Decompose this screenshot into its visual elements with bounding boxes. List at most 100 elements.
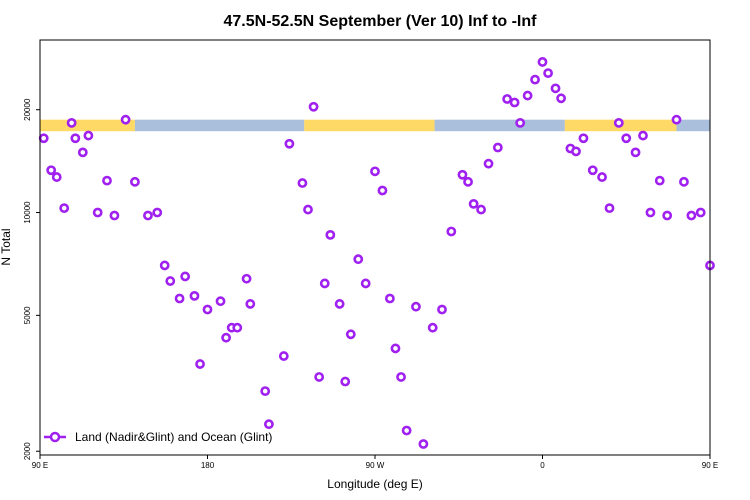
data-point [159, 260, 170, 271]
data-point [143, 210, 153, 221]
data-point [264, 419, 274, 430]
data-point [571, 146, 581, 157]
data-point [260, 386, 271, 397]
data-point [377, 185, 388, 196]
data-point [509, 97, 520, 108]
data-point [360, 278, 371, 289]
data-point [325, 229, 336, 240]
data-point [597, 172, 607, 182]
data-point [130, 176, 140, 187]
data-point [390, 343, 401, 354]
band-segment-ocean [134, 119, 305, 132]
data-point [556, 93, 567, 104]
data-point [189, 291, 200, 301]
data-point [165, 276, 176, 286]
data-point [83, 130, 94, 141]
data-point [468, 198, 479, 209]
data-point [679, 176, 689, 187]
data-point [515, 117, 526, 128]
data-point [221, 332, 232, 343]
data-point [241, 273, 252, 284]
band-segment-ocean [434, 119, 565, 132]
data-point [613, 117, 624, 128]
x-axis-label: Longitude (deg E) [327, 477, 422, 491]
legend-marker [49, 431, 61, 443]
y-tick-label: 5000 [23, 306, 32, 324]
y-tick-label: 2000 [23, 442, 32, 460]
y-tick-label: 10000 [23, 201, 32, 224]
data-point [662, 210, 673, 221]
data-point [401, 425, 412, 436]
y-axis: 2000 5000 10000 20000 [23, 98, 40, 460]
data-point [92, 207, 103, 218]
data-point [695, 207, 706, 218]
data-point [384, 293, 395, 304]
data-point [345, 329, 356, 340]
data-point [334, 299, 345, 309]
data-point [457, 169, 468, 180]
band-segment-ocean [676, 119, 710, 132]
data-series [38, 57, 715, 449]
data-point [502, 94, 513, 104]
x-tick-label: 90 E [32, 461, 48, 470]
data-point [446, 226, 457, 237]
data-point [120, 114, 131, 125]
surface-band [40, 119, 710, 132]
data-point [102, 175, 112, 186]
data-point [587, 165, 598, 176]
data-point [411, 301, 421, 312]
data-point [578, 133, 589, 144]
x-tick-label: 0 [540, 461, 545, 470]
data-point [314, 372, 325, 382]
plot-frame [39, 39, 711, 456]
data-point [308, 101, 319, 112]
data-point [195, 359, 205, 369]
data-point [396, 372, 406, 382]
x-tick-label: 90 W [366, 461, 385, 470]
data-point [180, 271, 191, 282]
data-point [427, 322, 438, 333]
data-point [284, 138, 295, 149]
data-point [530, 74, 540, 85]
data-point [522, 90, 533, 101]
data-point [297, 178, 308, 188]
data-point [51, 172, 62, 182]
data-point [550, 83, 561, 94]
chart-title: 47.5N-52.5N September (Ver 10) Inf to -I… [224, 13, 538, 30]
data-point [174, 293, 185, 304]
data-point [77, 147, 88, 158]
data-point [537, 57, 548, 67]
data-point [370, 166, 380, 177]
data-point [340, 376, 351, 387]
band-segment-land [40, 119, 135, 132]
x-axis: 90 E 180 90 W 0 90 E [32, 455, 718, 470]
legend-entry: Land (Nadir&Glint) and Ocean (Glint) [75, 430, 272, 444]
data-point [202, 304, 213, 315]
data-point [437, 304, 447, 315]
data-point [59, 203, 70, 214]
data-point [476, 204, 486, 215]
data-point [70, 133, 81, 144]
data-point [152, 207, 163, 218]
data-point [109, 210, 120, 221]
data-point [686, 210, 697, 221]
data-point [463, 176, 473, 187]
data-point [245, 299, 256, 309]
y-tick-label: 20000 [23, 98, 32, 121]
data-point [46, 165, 57, 176]
y-axis-label: N Total [0, 228, 13, 265]
data-point [353, 254, 364, 265]
data-point [604, 203, 615, 214]
x-tick-label: 90 E [702, 461, 718, 470]
data-point [232, 322, 243, 333]
x-tick-label: 180 [201, 461, 215, 470]
data-point [319, 278, 330, 289]
data-point [38, 133, 49, 144]
data-point [638, 130, 648, 141]
data-point [621, 133, 632, 144]
data-point [418, 439, 429, 449]
data-point [215, 296, 226, 307]
legend: Land (Nadir&Glint) and Ocean (Glint) [44, 430, 272, 444]
data-point [303, 204, 313, 215]
